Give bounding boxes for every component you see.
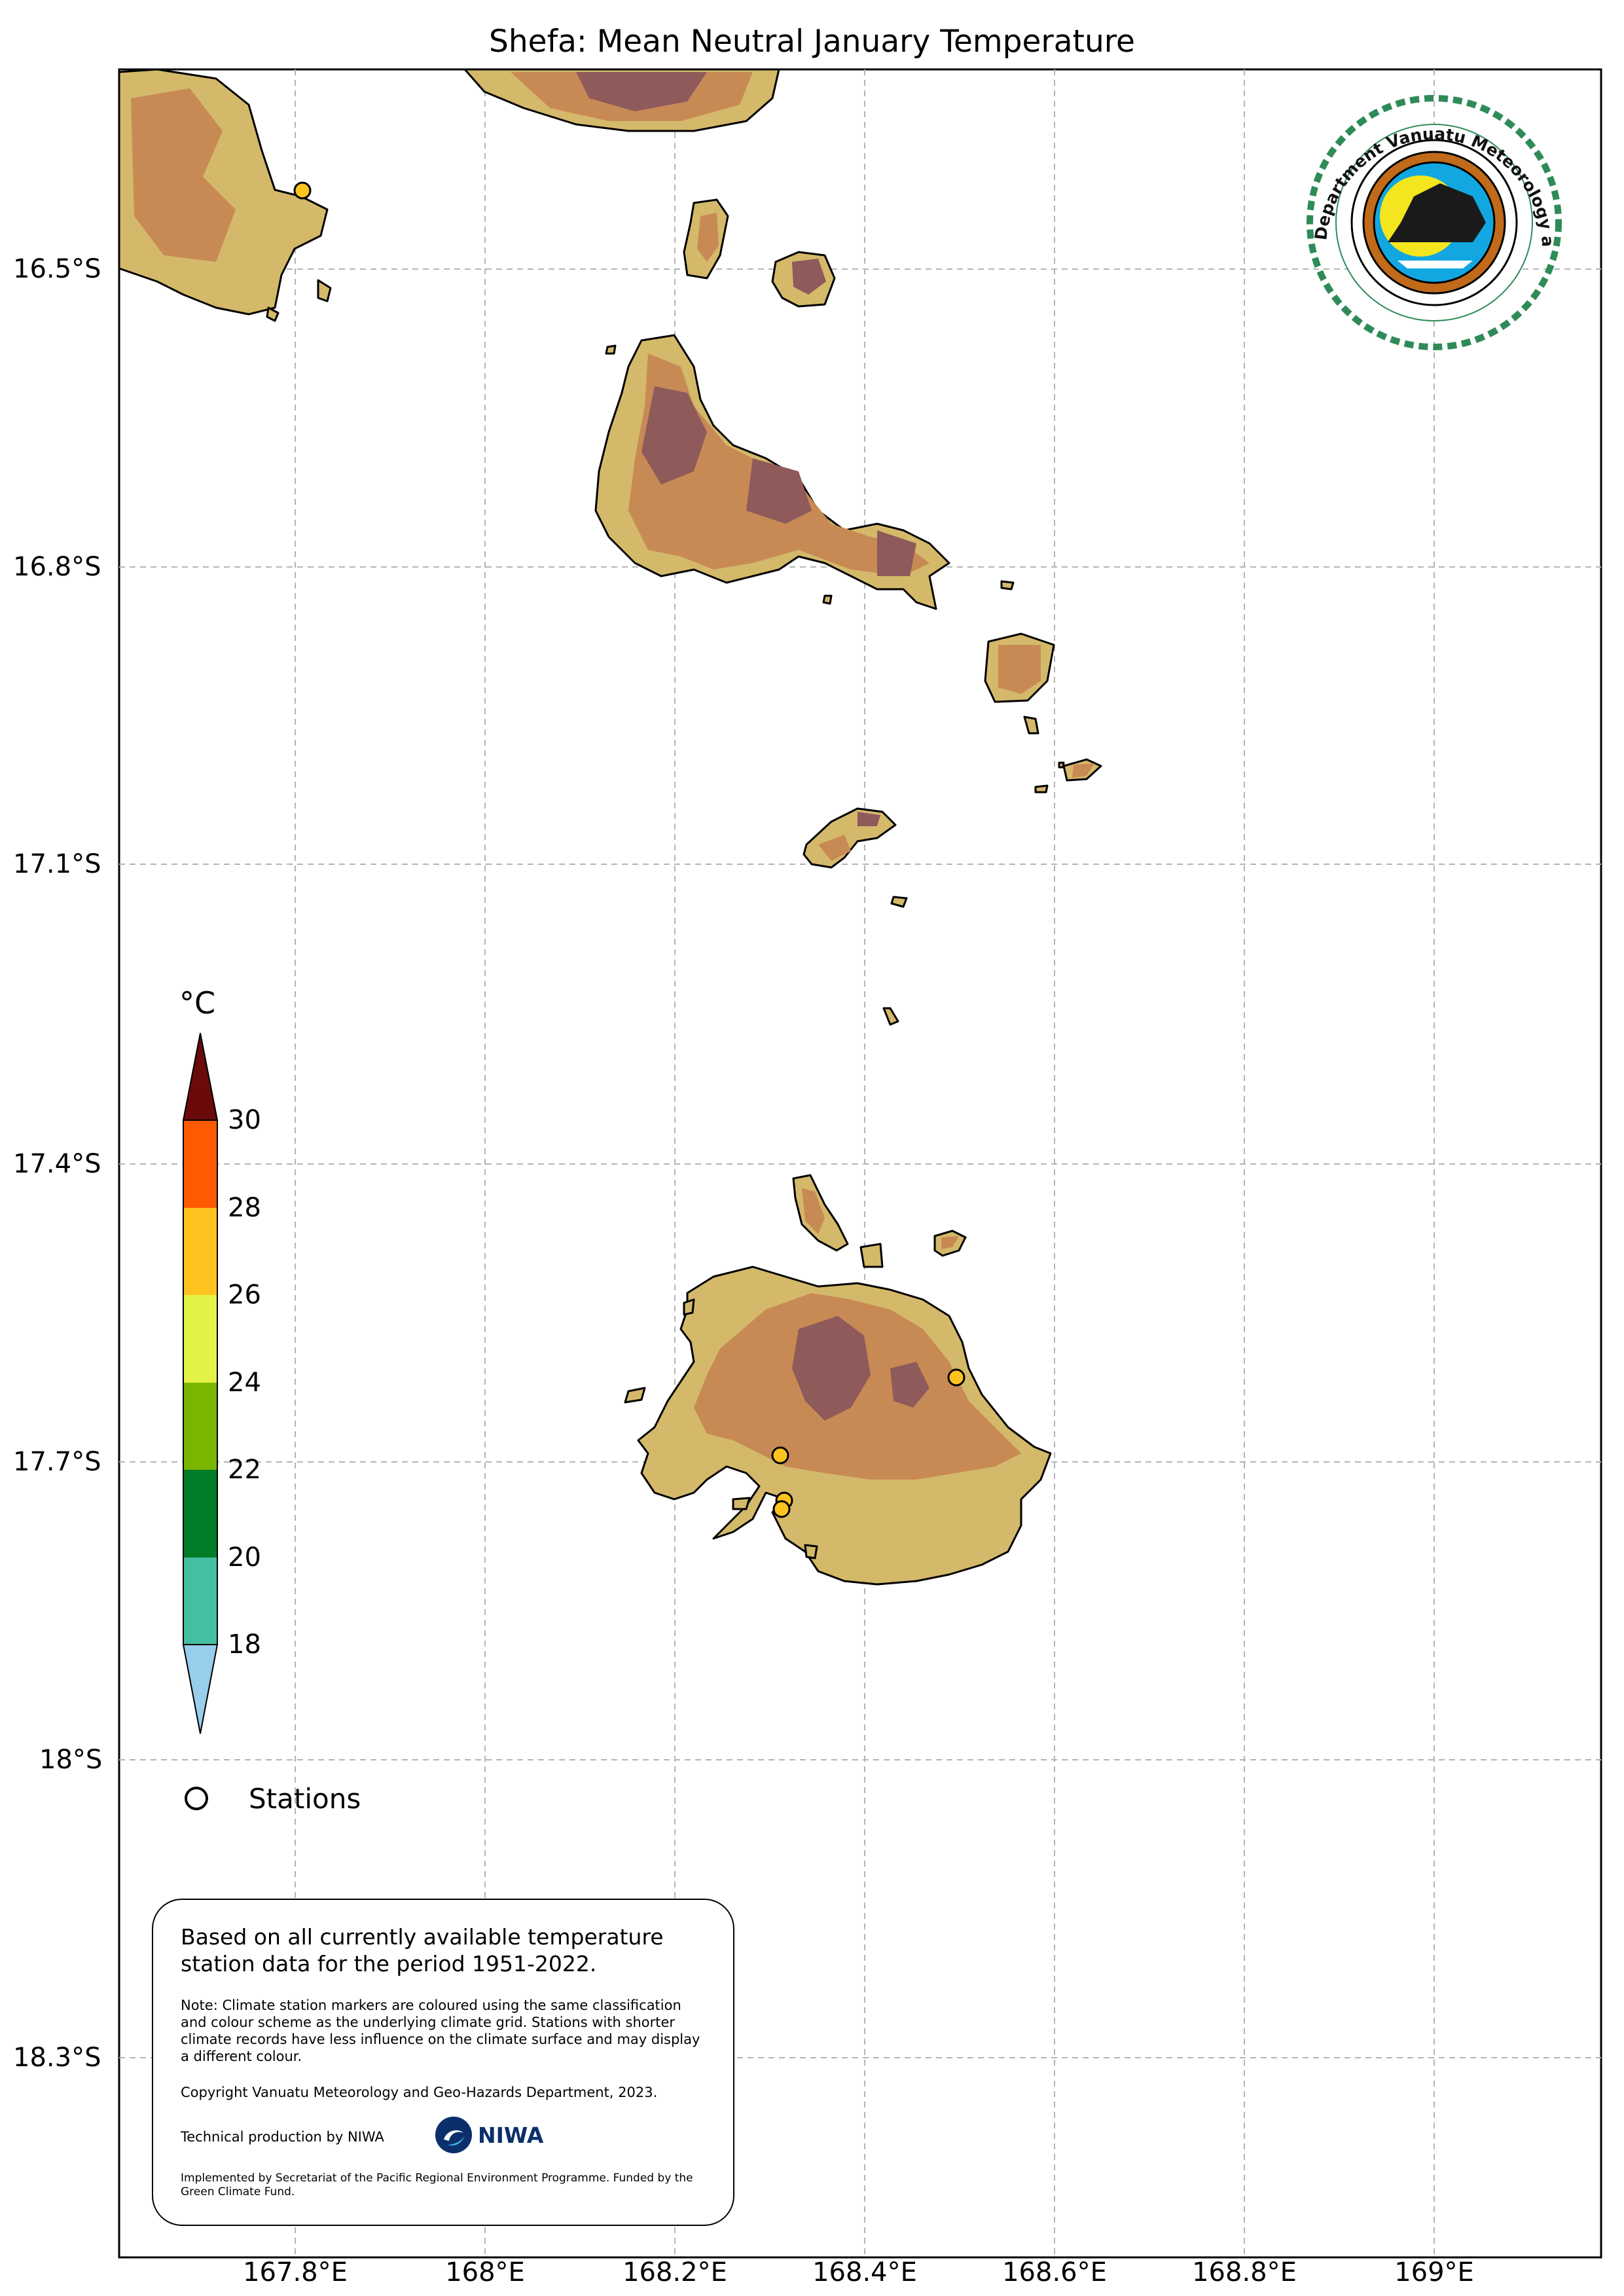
station-marker <box>771 1446 789 1465</box>
lat-tick-label: 18°S <box>39 1745 103 1775</box>
lon-tick-label: 168.2°E <box>623 2257 727 2287</box>
lat-tick-label: 16.5°S <box>13 254 101 284</box>
station-marker <box>293 181 312 200</box>
vmgd-logo <box>1307 95 1562 350</box>
lon-tick-label: 168.8°E <box>1192 2257 1297 2287</box>
lon-tick-label: 167.8°E <box>243 2257 348 2287</box>
note-main-text: Based on all currently available tempera… <box>181 1924 664 1977</box>
stations-legend: Stations <box>185 1779 361 1818</box>
note-funding: Implemented by Secretariat of the Pacifi… <box>181 2172 693 2198</box>
colorbar-unit: °C <box>179 985 216 1021</box>
colorbar-tick: 28 <box>228 1193 261 1223</box>
stations-legend-label: Stations <box>249 1782 361 1815</box>
vmgd-logo-text: Department Vanuatu Meteorology and Geo-H… <box>1296 98 1557 247</box>
island-islet <box>1000 580 1015 591</box>
lon-tick-label: 168.6°E <box>1002 2257 1107 2287</box>
note-copyright: Copyright Vanuatu Meteorology and Geo-Ha… <box>181 2085 658 2100</box>
vmgd-logo-ring-text: Department Vanuatu Meteorology and Geo-H… <box>1296 98 1557 247</box>
colorbar-tick: 26 <box>228 1280 261 1310</box>
map-title: Shefa: Mean Neutral January Temperature <box>489 24 1135 60</box>
lon-tick-label: 169°E <box>1394 2257 1474 2287</box>
islands <box>118 68 1102 1586</box>
station-legend-marker <box>185 1787 208 1810</box>
colorbar-tick: 18 <box>228 1630 261 1660</box>
station-marker <box>947 1368 965 1387</box>
niwa-swirl-icon <box>435 2117 472 2153</box>
map-frame <box>118 68 1602 2259</box>
niwa-logo-text: NIWA <box>478 2122 544 2148</box>
station-marker <box>772 1500 791 1518</box>
lat-tick-label: 16.8°S <box>13 552 101 582</box>
lat-tick-label: 17.1°S <box>13 849 101 879</box>
svg-text:Department Vanuatu Meteorology: Department Vanuatu Meteorology and Geo-H… <box>1296 98 1557 247</box>
station-markers <box>293 181 965 1518</box>
notes-panel: Based on all currently available tempera… <box>152 1899 734 2226</box>
lon-tick-label: 168.4°E <box>812 2257 917 2287</box>
lat-tick-label: 17.4°S <box>13 1149 101 1179</box>
colorbar-tick: 24 <box>228 1368 261 1398</box>
colorbar-tick: 20 <box>228 1542 261 1573</box>
lon-tick-label: 168°E <box>445 2257 525 2287</box>
niwa-logo: NIWA <box>435 2116 543 2154</box>
lat-tick-label: 17.7°S <box>13 1447 101 1477</box>
island-small <box>317 279 332 302</box>
colorbar <box>182 1032 219 1734</box>
note-classification-text: Note: Climate station markers are colour… <box>181 1997 700 2064</box>
lat-tick-label: 18.3°S <box>13 2043 101 2073</box>
colorbar-tick: 30 <box>228 1105 261 1135</box>
note-technical: Technical production by NIWA <box>181 2129 384 2145</box>
gridlines <box>119 69 1601 2257</box>
colorbar-tick: 22 <box>228 1455 261 1485</box>
